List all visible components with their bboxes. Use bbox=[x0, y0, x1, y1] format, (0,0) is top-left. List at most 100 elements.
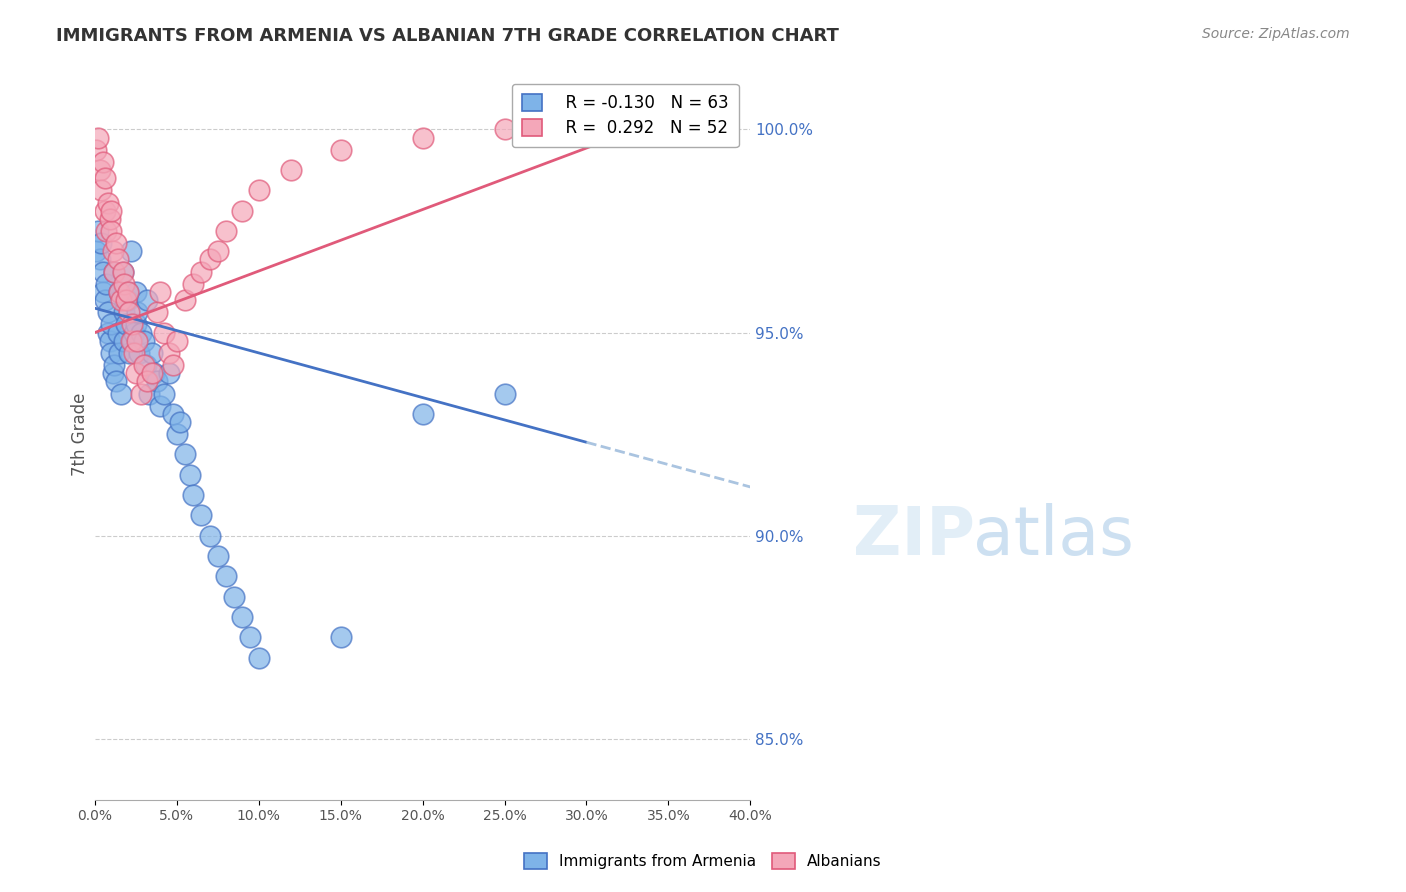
Point bbox=[112, 305, 135, 319]
Point bbox=[136, 374, 159, 388]
Point bbox=[152, 326, 174, 340]
Point bbox=[103, 265, 125, 279]
Point bbox=[112, 334, 135, 348]
Point bbox=[157, 346, 180, 360]
Point bbox=[207, 244, 229, 259]
Point bbox=[329, 630, 352, 644]
Point bbox=[575, 114, 598, 128]
Text: ZIP: ZIP bbox=[853, 503, 976, 569]
Point bbox=[125, 318, 148, 332]
Point bbox=[141, 366, 163, 380]
Point bbox=[494, 386, 516, 401]
Text: atlas: atlas bbox=[973, 503, 1135, 569]
Point bbox=[169, 415, 191, 429]
Point bbox=[103, 358, 125, 372]
Point bbox=[117, 285, 139, 299]
Point bbox=[198, 252, 221, 267]
Point bbox=[146, 305, 169, 319]
Point bbox=[108, 285, 131, 299]
Point bbox=[190, 265, 212, 279]
Point bbox=[122, 326, 145, 340]
Point bbox=[96, 277, 118, 291]
Point bbox=[174, 293, 197, 307]
Point bbox=[125, 285, 148, 299]
Point bbox=[101, 366, 124, 380]
Point bbox=[100, 318, 122, 332]
Point bbox=[89, 163, 111, 178]
Point bbox=[412, 407, 434, 421]
Point bbox=[103, 265, 125, 279]
Text: IMMIGRANTS FROM ARMENIA VS ALBANIAN 7TH GRADE CORRELATION CHART: IMMIGRANTS FROM ARMENIA VS ALBANIAN 7TH … bbox=[56, 27, 839, 45]
Point bbox=[190, 508, 212, 523]
Point bbox=[247, 650, 270, 665]
Point bbox=[127, 305, 149, 319]
Point bbox=[105, 236, 128, 251]
Point bbox=[138, 386, 160, 401]
Point bbox=[100, 203, 122, 218]
Point bbox=[98, 334, 121, 348]
Point bbox=[122, 346, 145, 360]
Point bbox=[115, 293, 138, 307]
Legend:   R = -0.130   N = 63,   R =  0.292   N = 52: R = -0.130 N = 63, R = 0.292 N = 52 bbox=[512, 84, 738, 147]
Point bbox=[239, 630, 262, 644]
Point bbox=[98, 211, 121, 226]
Point bbox=[132, 334, 155, 348]
Point bbox=[412, 130, 434, 145]
Point bbox=[166, 427, 188, 442]
Point bbox=[146, 374, 169, 388]
Point bbox=[93, 293, 115, 307]
Point bbox=[280, 163, 302, 178]
Point bbox=[215, 569, 238, 583]
Point bbox=[174, 447, 197, 461]
Point bbox=[112, 277, 135, 291]
Point bbox=[117, 293, 139, 307]
Point bbox=[87, 224, 110, 238]
Point bbox=[494, 122, 516, 136]
Point bbox=[141, 346, 163, 360]
Point bbox=[87, 130, 110, 145]
Point bbox=[657, 110, 679, 124]
Point bbox=[91, 265, 114, 279]
Point bbox=[90, 183, 112, 197]
Point bbox=[142, 366, 165, 380]
Point bbox=[157, 366, 180, 380]
Point bbox=[224, 590, 246, 604]
Point bbox=[86, 143, 108, 157]
Y-axis label: 7th Grade: 7th Grade bbox=[72, 392, 89, 475]
Point bbox=[121, 318, 143, 332]
Point bbox=[128, 346, 150, 360]
Point bbox=[129, 326, 152, 340]
Point bbox=[231, 203, 253, 218]
Point bbox=[162, 407, 184, 421]
Point bbox=[181, 488, 204, 502]
Point bbox=[152, 386, 174, 401]
Point bbox=[108, 346, 131, 360]
Point bbox=[149, 399, 172, 413]
Point bbox=[135, 358, 157, 372]
Point bbox=[97, 195, 120, 210]
Point bbox=[181, 277, 204, 291]
Point bbox=[93, 171, 115, 186]
Point bbox=[110, 293, 132, 307]
Point bbox=[125, 366, 148, 380]
Point bbox=[97, 326, 120, 340]
Point bbox=[179, 467, 201, 482]
Point bbox=[231, 610, 253, 624]
Point bbox=[198, 529, 221, 543]
Point bbox=[100, 346, 122, 360]
Point bbox=[89, 252, 111, 267]
Point bbox=[110, 386, 132, 401]
Point bbox=[207, 549, 229, 563]
Point bbox=[91, 155, 114, 169]
Point bbox=[96, 224, 118, 238]
Point bbox=[247, 183, 270, 197]
Point bbox=[107, 252, 129, 267]
Point bbox=[136, 293, 159, 307]
Point bbox=[100, 224, 122, 238]
Point bbox=[86, 244, 108, 259]
Point bbox=[132, 358, 155, 372]
Point bbox=[162, 358, 184, 372]
Point bbox=[166, 334, 188, 348]
Point bbox=[129, 386, 152, 401]
Point bbox=[118, 305, 141, 319]
